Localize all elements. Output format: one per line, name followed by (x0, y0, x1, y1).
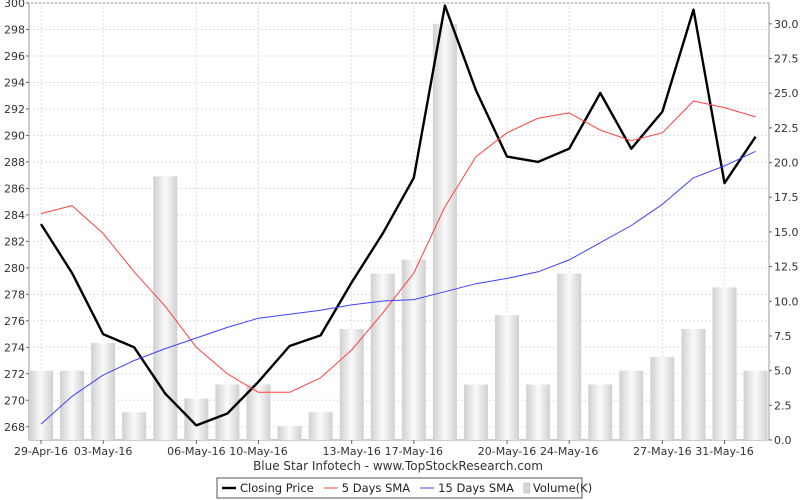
left-tick-label: 300 (4, 0, 25, 10)
volume-bar (184, 398, 209, 440)
volume-bar (370, 273, 395, 440)
right-tick-label: 20.0 (774, 157, 799, 170)
x-tick-label: 17-May-16 (385, 445, 443, 458)
chart-caption: Blue Star Infotech - www.TopStockResearc… (253, 459, 543, 473)
volume-bar (557, 273, 582, 440)
right-tick-label: 30.0 (774, 18, 799, 31)
right-tick-label: 27.5 (774, 52, 799, 65)
volume-bar (712, 287, 737, 440)
right-tick-label: 12.5 (774, 261, 799, 274)
left-tick-label: 290 (4, 129, 25, 142)
closing-price-line (39, 4, 757, 427)
legend-swatch-volume (523, 482, 531, 494)
x-tick-label: 10-May-16 (229, 445, 287, 458)
left-tick-label: 280 (4, 262, 25, 275)
right-tick-label: 15.0 (774, 226, 799, 239)
volume-bar (91, 342, 116, 440)
legend-box (216, 477, 583, 499)
left-tick-label: 276 (4, 315, 25, 328)
volume-bar (308, 412, 333, 440)
volume-bar (246, 384, 271, 440)
volume-bar (495, 315, 520, 440)
right-tick-label: 22.5 (774, 122, 799, 135)
x-axis: 29-Apr-16 03-May-16 06-May-16 10-May-16 13-M… (14, 440, 754, 458)
volume-bars (29, 23, 768, 441)
volume-bar (526, 384, 551, 440)
legend-label: Closing Price (240, 481, 314, 495)
right-tick-label: 10.0 (774, 295, 799, 308)
left-tick-label: 284 (4, 209, 25, 222)
legend-label: Volume(K) (533, 481, 592, 495)
volume-bar (401, 259, 426, 440)
x-tick-label: 13-May-16 (322, 445, 380, 458)
volume-bar (277, 426, 302, 440)
left-tick-label: 286 (4, 182, 25, 195)
x-tick-label: 24-May-16 (540, 445, 598, 458)
series-lines (39, 4, 757, 427)
volume-bar (60, 370, 85, 440)
volume-bar (122, 412, 147, 440)
right-tick-label: 5.0 (774, 365, 792, 378)
volume-bar (743, 370, 768, 440)
x-tick-label: 03-May-16 (74, 445, 132, 458)
left-tick-label: 296 (4, 50, 25, 63)
legend-label: 15 Days SMA (438, 481, 514, 495)
right-tick-label: 17.5 (774, 191, 799, 204)
left-axis: 268 270 272 274 276 278 280 282 284 286 288 290 292 2… (4, 0, 29, 434)
right-tick-label: 0.0 (774, 434, 792, 447)
left-tick-label: 272 (4, 368, 25, 381)
plot-background (28, 2, 770, 441)
left-tick-label: 288 (4, 156, 25, 169)
x-tick-label: 20-May-16 (478, 445, 536, 458)
right-tick-label: 7.5 (774, 330, 792, 343)
volume-bar (650, 356, 675, 440)
right-tick-label: 2.5 (774, 399, 792, 412)
volume-bar (432, 23, 457, 441)
volume-bar (619, 370, 644, 440)
x-tick-label: 31-May-16 (695, 445, 753, 458)
right-tick-label: 25.0 (774, 87, 799, 100)
x-tick-label: 06-May-16 (167, 445, 225, 458)
left-tick-label: 274 (4, 341, 25, 354)
left-tick-label: 270 (4, 394, 25, 407)
grid-lines (29, 2, 769, 440)
right-axis: 0.0 2.5 5.0 7.5 10.0 12.5 15.0 17.5 20.0 22.5 25.0… (769, 18, 799, 447)
volume-bar (463, 384, 488, 440)
legend: Closing Price 5 Days SMA 15 Days SMA Volume… (216, 477, 592, 499)
x-tick-label: 27-May-16 (633, 445, 691, 458)
volume-bar (29, 370, 53, 440)
left-tick-label: 298 (4, 23, 25, 36)
volume-bar (339, 329, 364, 440)
x-tick-label: 29-Apr-16 (14, 445, 68, 458)
volume-bar (681, 329, 706, 440)
left-tick-label: 268 (4, 421, 25, 434)
left-tick-label: 292 (4, 103, 25, 116)
15-days-sma-line (40, 150, 756, 425)
volume-bar (153, 176, 178, 440)
left-tick-label: 278 (4, 288, 25, 301)
5-days-sma-line (40, 100, 756, 393)
volume-bar (588, 384, 613, 440)
left-tick-label: 282 (4, 235, 25, 248)
left-tick-label: 294 (4, 76, 25, 89)
legend-label: 5 Days SMA (342, 481, 411, 495)
